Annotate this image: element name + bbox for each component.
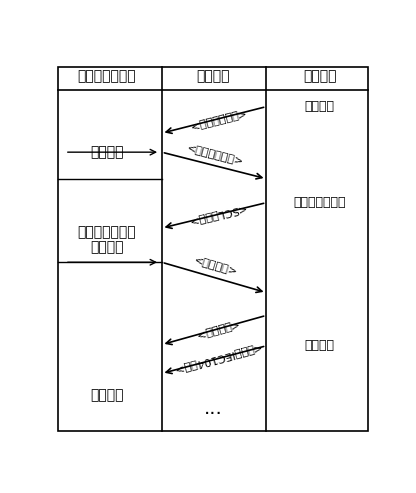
Text: <创建通信链接>: <创建通信链接>	[186, 143, 245, 167]
Text: <SCL自描述>: <SCL自描述>	[186, 203, 246, 226]
Text: 数据处理: 数据处理	[90, 388, 124, 402]
Text: 自描述信息解析: 自描述信息解析	[77, 225, 136, 239]
Text: <映射到IEC104规约>: <映射到IEC104规约>	[171, 342, 261, 375]
Text: 安装联网: 安装联网	[305, 100, 334, 113]
Text: 实时数据: 实时数据	[305, 339, 334, 352]
Text: 主动发现: 主动发现	[90, 145, 124, 159]
Text: ···: ···	[204, 405, 223, 423]
Text: <识别激活>: <识别激活>	[193, 256, 239, 278]
Text: <打开监听服务>: <打开监听服务>	[186, 107, 245, 131]
Text: 自描述信息文件: 自描述信息文件	[293, 196, 346, 209]
Text: 通信服务: 通信服务	[196, 69, 230, 83]
Text: 配电终端: 配电终端	[303, 69, 337, 83]
Text: 配电自动化主站: 配电自动化主站	[77, 69, 136, 83]
Text: <识别确认>: <识别确认>	[193, 318, 239, 340]
Text: 自动识别: 自动识别	[90, 240, 124, 254]
